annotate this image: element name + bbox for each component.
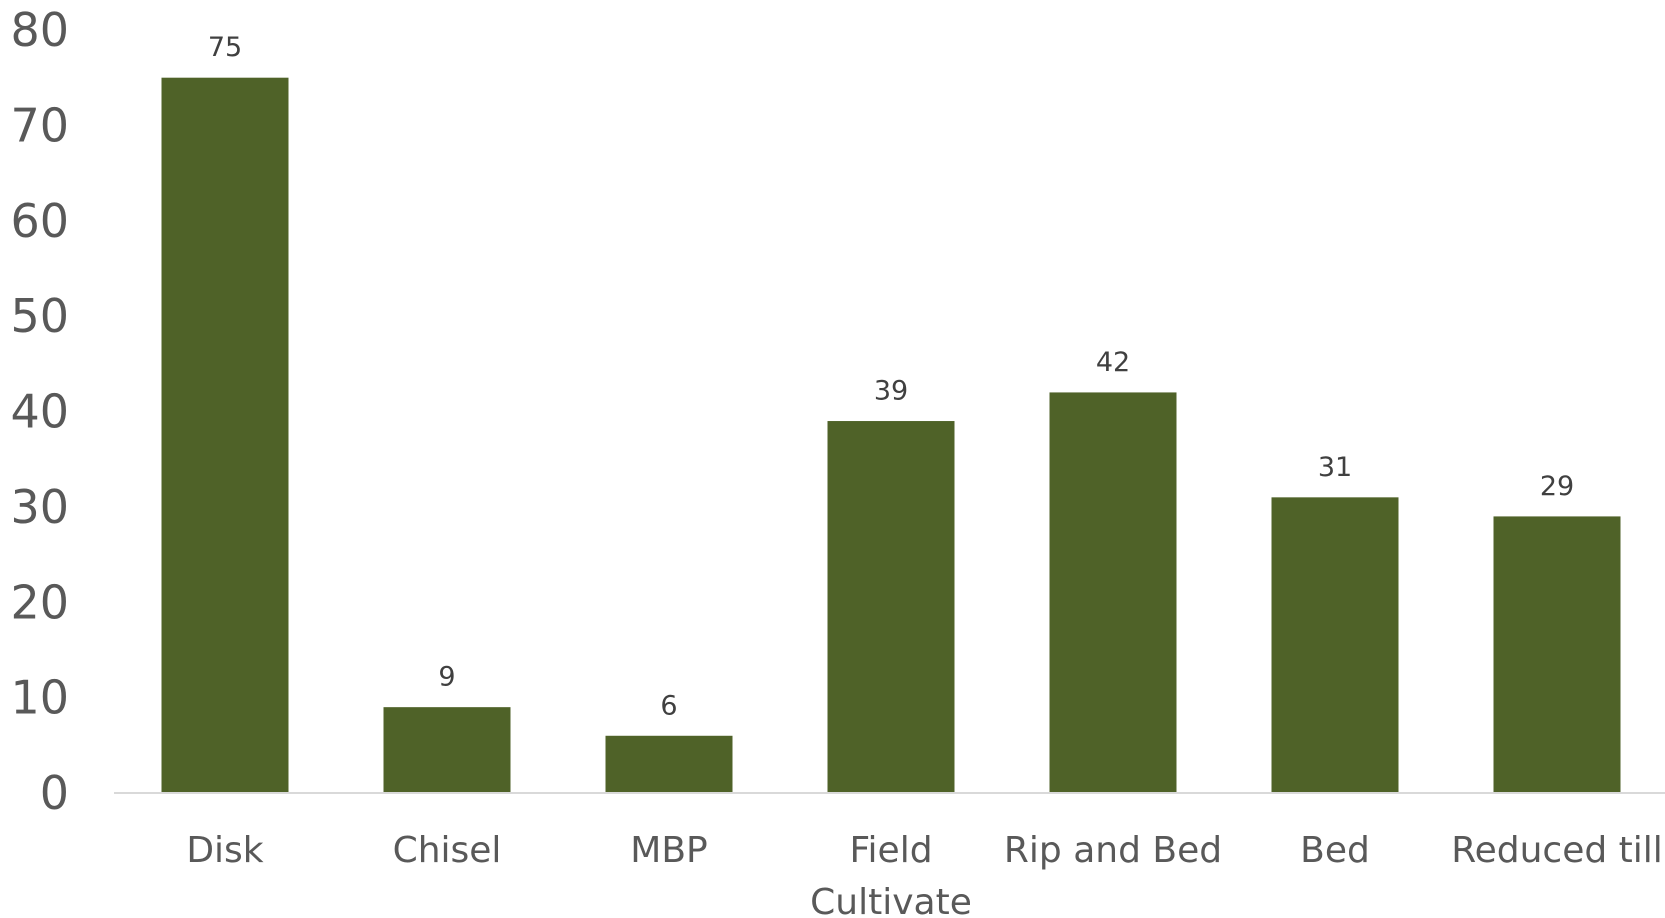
x-tick-label-line: Bed [1300, 830, 1370, 871]
data-label: 39 [874, 376, 908, 407]
bar [383, 707, 511, 793]
x-tick-label: Bed [1300, 830, 1370, 871]
x-tick-label-line: Cultivate [810, 882, 972, 918]
bar [1049, 392, 1177, 793]
x-tick-label-line: Reduced till [1451, 830, 1663, 871]
bars-group: 75 9 6 39 42 31 29 [161, 32, 1621, 793]
x-tick-label-line: Field [849, 830, 932, 871]
x-tick-label-line: MBP [630, 830, 707, 871]
y-tick-label: 10 [10, 671, 69, 725]
data-label: 42 [1096, 347, 1130, 378]
y-tick-label: 40 [10, 385, 69, 439]
y-tick-label: 0 [40, 766, 69, 820]
x-tick-label-line: Rip and Bed [1004, 830, 1222, 871]
x-tick-label: Reduced till [1451, 830, 1663, 871]
bar [161, 77, 289, 793]
y-tick-label: 30 [10, 480, 69, 534]
data-label: 6 [660, 690, 677, 721]
x-tick-label: Chisel [393, 830, 502, 871]
x-tick-label: Disk [186, 830, 263, 871]
y-tick-label: 80 [10, 3, 69, 57]
x-tick-label: Field Cultivate [810, 830, 972, 918]
y-tick-label: 50 [10, 289, 69, 343]
x-tick-label-line: Disk [186, 830, 263, 871]
data-label: 31 [1318, 452, 1352, 483]
x-tick-label-line: Chisel [393, 830, 502, 871]
y-tick-label: 70 [10, 98, 69, 152]
bar [827, 421, 955, 793]
bar [605, 735, 733, 793]
x-axis: Disk Chisel MBP Field Cultivate Rip and Bed Be… [186, 830, 1662, 918]
y-axis: 0 10 20 30 40 50 60 70 80 [10, 3, 69, 820]
x-tick-label: Rip and Bed [1004, 830, 1222, 871]
data-label: 29 [1540, 471, 1574, 502]
data-label: 75 [208, 32, 242, 63]
y-tick-label: 20 [10, 575, 69, 629]
x-tick-label: MBP [630, 830, 707, 871]
y-tick-label: 60 [10, 194, 69, 248]
data-label: 9 [438, 662, 455, 693]
bar [1271, 497, 1399, 793]
bar [1493, 516, 1621, 793]
